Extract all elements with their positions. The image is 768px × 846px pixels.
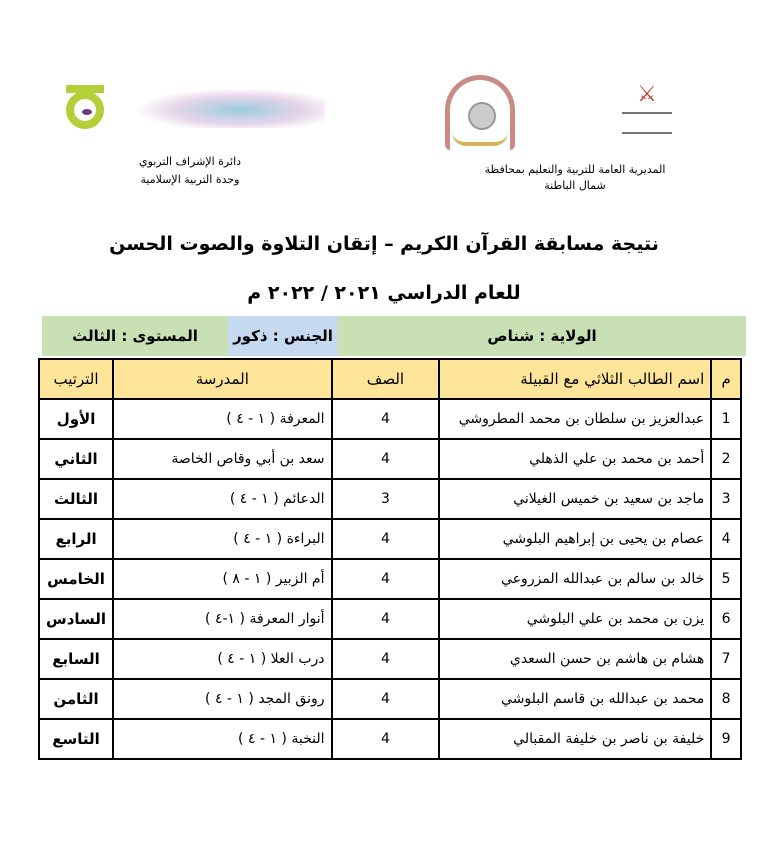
student-name: ماجد بن سعيد بن خميس الغيلاني bbox=[438, 478, 713, 520]
rank-cell: السابع bbox=[37, 638, 115, 680]
grade-cell: 4 bbox=[330, 398, 441, 440]
header-grade: الصف bbox=[330, 358, 441, 400]
grade-cell: 4 bbox=[330, 598, 441, 640]
rank-cell: الأول bbox=[37, 398, 115, 440]
table-row: 4 عصام بن يحيى بن إبراهيم البلوشي 4 البراءة… bbox=[37, 518, 742, 560]
row-number: 9 bbox=[710, 718, 742, 760]
table-row: 7 هشام بن هاشم بن حسن السعدي 4 درب العلا ( … bbox=[37, 638, 742, 680]
grade-cell: 3 bbox=[330, 478, 441, 520]
grade-cell: 4 bbox=[330, 678, 441, 720]
left-org-line2: وحدة التربية الإسلامية bbox=[140, 173, 240, 186]
academic-year: للعام الدراسي ٢٠٢١ / ٢٠٢٢ م bbox=[247, 282, 521, 304]
level-label: المستوى : الثالث bbox=[72, 327, 198, 345]
row-number: 1 bbox=[710, 398, 742, 440]
school-cell: رونق المجد ( ١ - ٤ ) bbox=[112, 678, 333, 720]
rank-cell: السادس bbox=[37, 598, 115, 640]
page-title: نتيجة مسابقة القرآن الكريم – إتقان التلا… bbox=[109, 233, 659, 255]
student-name: محمد بن عبدالله بن قاسم البلوشي bbox=[438, 678, 713, 720]
rank-cell: الثالث bbox=[37, 478, 115, 520]
results-table: م اسم الطالب الثلاثي مع القبيلة الصف الم… bbox=[37, 358, 742, 760]
grade-cell: 4 bbox=[330, 638, 441, 680]
rank-cell: الخامس bbox=[37, 558, 115, 600]
student-name: عصام بن يحيى بن إبراهيم البلوشي bbox=[438, 518, 713, 560]
table-row: 5 خالد بن سالم بن عبدالله المزروعي 4 أم الز… bbox=[37, 558, 742, 600]
table-header-row: م اسم الطالب الثلاثي مع القبيلة الصف الم… bbox=[37, 358, 742, 400]
table-row: 8 محمد بن عبدالله بن قاسم البلوشي 4 رونق ال… bbox=[37, 678, 742, 720]
table-row: 3 ماجد بن سعيد بن خميس الغيلاني 3 الدعائم (… bbox=[37, 478, 742, 520]
table-row: 6 يزن بن محمد بن علي البلوشي 4 أنوار المعرف… bbox=[37, 598, 742, 640]
left-org-line1: دائرة الإشراف التربوي bbox=[138, 155, 242, 168]
table-row: 9 خليفة بن ناصر بن خليفة المقبالي 4 النخبة … bbox=[37, 718, 742, 760]
quality-logo bbox=[62, 85, 112, 135]
directorate-emblem-logo bbox=[445, 75, 515, 150]
row-number: 2 bbox=[710, 438, 742, 480]
table-row: 1 عبدالعزيز بن سلطان بن محمد المطروشي 4 الم… bbox=[37, 398, 742, 440]
student-name: خالد بن سالم بن عبدالله المزروعي bbox=[438, 558, 713, 600]
student-name: خليفة بن ناصر بن خليفة المقبالي bbox=[438, 718, 713, 760]
info-bar: الولاية : شناص الجنس : ذكور المستوى : ال… bbox=[42, 316, 746, 356]
school-cell: أنوار المعرفة ( ١-٤ ) bbox=[112, 598, 333, 640]
student-name: عبدالعزيز بن سلطان بن محمد المطروشي bbox=[438, 398, 713, 440]
row-number: 6 bbox=[710, 598, 742, 640]
student-name: هشام بن هاشم بن حسن السعدي bbox=[438, 638, 713, 680]
gender-label: الجنس : ذكور bbox=[228, 316, 338, 356]
rank-cell: التاسع bbox=[37, 718, 115, 760]
header-school: المدرسة bbox=[112, 358, 333, 400]
ministry-logo: ⚔ bbox=[622, 82, 672, 134]
row-number: 3 bbox=[710, 478, 742, 520]
grade-cell: 4 bbox=[330, 438, 441, 480]
school-cell: البراءة ( ١ - ٤ ) bbox=[112, 518, 333, 560]
row-number: 8 bbox=[710, 678, 742, 720]
school-cell: النخبة ( ١ - ٤ ) bbox=[112, 718, 333, 760]
row-number: 7 bbox=[710, 638, 742, 680]
grade-cell: 4 bbox=[330, 518, 441, 560]
wilaya-label: الولاية : شناص bbox=[487, 327, 597, 345]
header-number: م bbox=[710, 358, 742, 400]
vision-2040-logo bbox=[135, 88, 325, 128]
school-cell: أم الزبير ( ١ - ٨ ) bbox=[112, 558, 333, 600]
right-org-text: المديرية العامة للتربية والتعليم بمحافظة… bbox=[484, 163, 666, 192]
school-cell: المعرفة ( ١ - ٤ ) bbox=[112, 398, 333, 440]
school-cell: سعد بن أبي وقاص الخاصة bbox=[112, 438, 333, 480]
school-cell: درب العلا ( ١ - ٤ ) bbox=[112, 638, 333, 680]
rank-cell: الرابع bbox=[37, 518, 115, 560]
rank-cell: الثاني bbox=[37, 438, 115, 480]
student-name: أحمد بن محمد بن علي الذهلي bbox=[438, 438, 713, 480]
header-name: اسم الطالب الثلاثي مع القبيلة bbox=[438, 358, 713, 400]
grade-cell: 4 bbox=[330, 558, 441, 600]
grade-cell: 4 bbox=[330, 718, 441, 760]
school-cell: الدعائم ( ١ - ٤ ) bbox=[112, 478, 333, 520]
row-number: 5 bbox=[710, 558, 742, 600]
header-rank: الترتيب bbox=[37, 358, 115, 400]
row-number: 4 bbox=[710, 518, 742, 560]
table-row: 2 أحمد بن محمد بن علي الذهلي 4 سعد بن أبي و… bbox=[37, 438, 742, 480]
rank-cell: الثامن bbox=[37, 678, 115, 720]
student-name: يزن بن محمد بن علي البلوشي bbox=[438, 598, 713, 640]
